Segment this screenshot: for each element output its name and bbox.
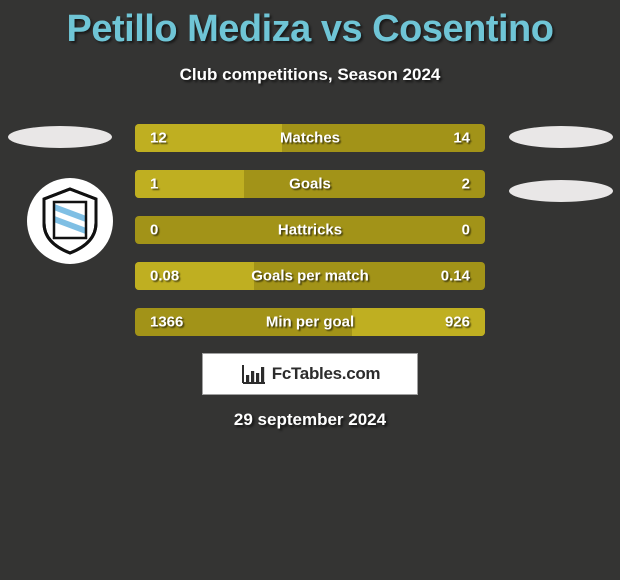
stat-row: 1366 Min per goal 926 — [135, 308, 485, 336]
stat-value-left: 0 — [150, 222, 158, 239]
stat-value-right: 2 — [462, 176, 470, 193]
date-text: 29 september 2024 — [0, 410, 620, 430]
stat-value-left: 1 — [150, 176, 158, 193]
stat-label: Hattricks — [278, 222, 342, 239]
stat-value-right: 0.14 — [441, 268, 470, 285]
stat-label: Matches — [280, 130, 340, 147]
decorative-blob — [509, 126, 613, 148]
bar-chart-icon — [240, 363, 266, 385]
decorative-blob — [509, 180, 613, 202]
stat-value-left: 1366 — [150, 314, 183, 331]
club-crest-icon — [34, 185, 106, 257]
stat-value-right: 926 — [445, 314, 470, 331]
stat-label: Goals — [289, 176, 331, 193]
page-title: Petillo Mediza vs Cosentino — [0, 0, 620, 51]
page-subtitle: Club competitions, Season 2024 — [0, 65, 620, 85]
decorative-blob — [8, 126, 112, 148]
stat-label: Min per goal — [266, 314, 354, 331]
stat-value-right: 14 — [453, 130, 470, 147]
stat-value-left: 12 — [150, 130, 167, 147]
team-badge-left — [27, 178, 113, 264]
stats-rows: 12 Matches 14 1 Goals 2 0 Hattricks 0 0.08 Goals p… — [135, 124, 485, 354]
brand-text: FcTables.com — [272, 364, 381, 384]
stat-label: Goals per match — [251, 268, 369, 285]
brand-badge: FcTables.com — [202, 353, 418, 395]
stat-row: 1 Goals 2 — [135, 170, 485, 198]
stat-row: 12 Matches 14 — [135, 124, 485, 152]
stat-row: 0 Hattricks 0 — [135, 216, 485, 244]
stat-value-left: 0.08 — [150, 268, 179, 285]
stat-row: 0.08 Goals per match 0.14 — [135, 262, 485, 290]
stat-value-right: 0 — [462, 222, 470, 239]
